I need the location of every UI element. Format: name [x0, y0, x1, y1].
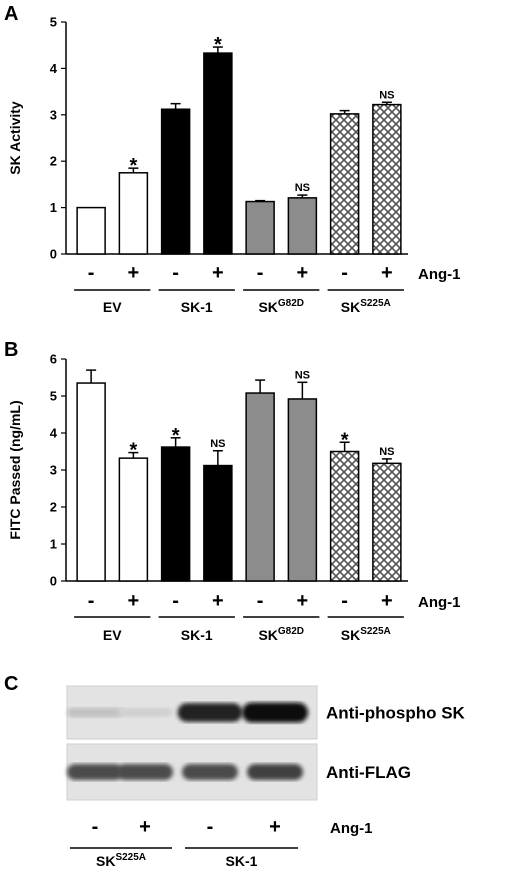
condition-label: +: [128, 262, 140, 284]
condition-label: -: [172, 262, 179, 284]
condition-label: +: [128, 590, 140, 612]
blot-band: [177, 703, 243, 722]
bar: [372, 103, 402, 255]
y-tick-label: 0: [50, 247, 57, 262]
blot-band: [247, 764, 303, 780]
bar: [76, 382, 106, 582]
condition-label: -: [92, 816, 99, 838]
blot-band: [67, 707, 123, 718]
condition-label: +: [212, 590, 224, 612]
group-label: EV: [103, 627, 122, 643]
y-tick-label: 4: [50, 426, 58, 441]
condition-label: +: [381, 590, 393, 612]
bar: [76, 206, 106, 255]
western-blot: Anti-phospho SK Anti-FLAG - + - + Ang-1 SKS225A…: [66, 685, 466, 869]
panel-label-a: A: [4, 3, 18, 25]
condition-label: -: [88, 590, 95, 612]
blot-row-label: Anti-FLAG: [326, 763, 411, 782]
bar: [287, 398, 318, 582]
treatment-label: Ang-1: [330, 820, 373, 837]
y-axis-label: SK Activity: [7, 101, 23, 175]
group-label: SK-1: [181, 299, 213, 315]
y-tick-label: 3: [50, 107, 57, 122]
condition-label: +: [297, 590, 309, 612]
bar: [245, 392, 275, 582]
bar: [329, 450, 360, 582]
significance-marker: *: [341, 429, 349, 451]
group-label: SKS225A: [341, 298, 391, 315]
condition-label: -: [341, 262, 348, 284]
bar: [203, 464, 233, 582]
group-label: SKS225A: [341, 626, 391, 643]
group-label: SKS225A: [96, 852, 146, 869]
bar: [160, 108, 191, 255]
ns-marker: NS: [295, 182, 310, 194]
ns-marker: NS: [379, 446, 394, 458]
y-tick-label: 5: [50, 389, 57, 404]
group-label: EV: [103, 299, 122, 315]
y-tick-label: 2: [50, 154, 57, 169]
y-tick-label: 3: [50, 463, 57, 478]
condition-label: +: [212, 262, 224, 284]
significance-marker: *: [172, 425, 180, 447]
group-label: SK-1: [226, 853, 258, 869]
ns-marker: NS: [295, 369, 310, 381]
y-tick-label: 6: [50, 352, 57, 367]
condition-label: +: [297, 262, 309, 284]
chart-b: 0 1 2 3 4 5 6 FITC Passed (ng/mL) * * NS NS * NS - + - + -…: [7, 352, 461, 644]
condition-label: +: [269, 816, 281, 838]
blot-row-label: Anti-phospho SK: [326, 704, 466, 723]
significance-marker: *: [214, 34, 222, 56]
y-axis-label: FITC Passed (ng/mL): [7, 400, 23, 539]
blot-band: [117, 708, 173, 717]
y-tick-label: 1: [50, 537, 57, 552]
bar: [160, 446, 191, 582]
significance-marker: *: [129, 155, 137, 177]
blot-band: [117, 764, 173, 780]
bar: [118, 457, 149, 582]
bar: [287, 197, 318, 255]
condition-label: +: [139, 816, 151, 838]
condition-label: -: [257, 590, 264, 612]
bar: [203, 52, 233, 255]
bar: [118, 172, 149, 255]
treatment-label: Ang-1: [418, 266, 461, 283]
condition-label: -: [341, 590, 348, 612]
group-label: SKG82D: [258, 626, 304, 643]
bar: [372, 462, 402, 582]
ns-marker: NS: [379, 89, 394, 101]
y-tick-label: 2: [50, 500, 57, 515]
bar: [245, 200, 275, 255]
panel-label-c: C: [4, 673, 18, 695]
y-tick-label: 0: [50, 574, 57, 589]
significance-marker: *: [129, 440, 137, 462]
chart-a: 0 1 2 3 4 5 SK Activity * * NS NS - + - + - + - + Ang-1 EV SK…: [7, 15, 461, 316]
ns-marker: NS: [210, 438, 225, 450]
treatment-label: Ang-1: [418, 594, 461, 611]
blot-band: [67, 764, 123, 780]
y-tick-label: 4: [50, 61, 58, 76]
group-label: SKG82D: [258, 298, 304, 315]
y-tick-label: 5: [50, 15, 57, 30]
y-tick-label: 1: [50, 200, 57, 215]
group-label: SK-1: [181, 627, 213, 643]
condition-label: -: [207, 816, 214, 838]
condition-label: -: [88, 262, 95, 284]
blot-band: [242, 702, 308, 723]
condition-label: -: [172, 590, 179, 612]
condition-label: +: [381, 262, 393, 284]
bar: [329, 113, 360, 255]
blot-band: [182, 764, 238, 780]
panel-label-b: B: [4, 339, 18, 361]
condition-label: -: [257, 262, 264, 284]
